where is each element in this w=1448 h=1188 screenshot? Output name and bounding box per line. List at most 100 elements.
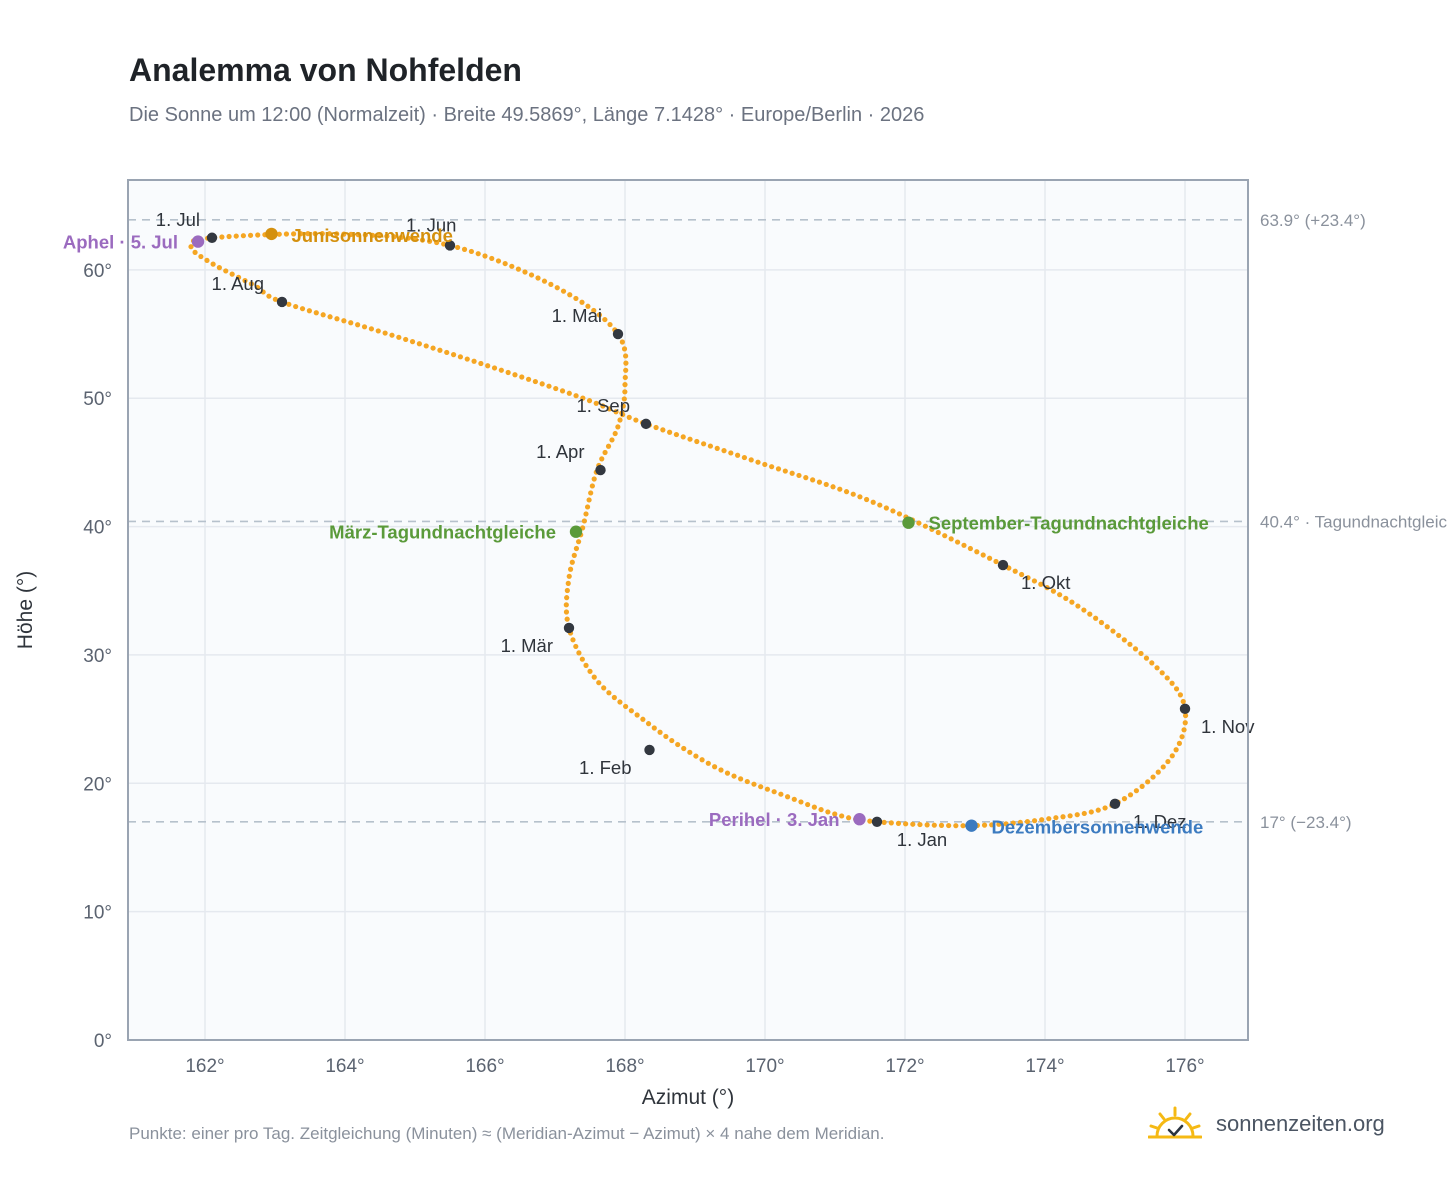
daily-dot [877, 502, 883, 508]
month-marker [644, 744, 655, 756]
x-tick-label: 172° [885, 1056, 924, 1077]
daily-dot [705, 760, 711, 766]
daily-dot [888, 820, 894, 826]
daily-dot [881, 819, 887, 825]
daily-dot [1127, 641, 1133, 647]
daily-dot [573, 295, 579, 302]
month-label: 1. Sep [577, 395, 631, 416]
daily-dot [468, 248, 474, 255]
daily-dot [553, 385, 559, 392]
daily-dot [580, 395, 586, 401]
daily-dot [515, 266, 522, 272]
daily-dot [1063, 595, 1069, 601]
daily-dot [622, 374, 628, 381]
daily-dot [1081, 607, 1087, 613]
daily-dot [960, 823, 966, 829]
daily-dot [1046, 816, 1052, 822]
y-tick-label: 30° [83, 646, 112, 667]
daily-dot [798, 799, 804, 805]
daily-dot [563, 602, 569, 608]
daily-dot [495, 258, 502, 264]
daily-dot [1025, 575, 1031, 581]
daily-dot [1180, 698, 1186, 705]
daily-dot [535, 275, 541, 281]
daily-dot [579, 656, 585, 662]
month-label: 1. Feb [579, 757, 631, 778]
daily-dot [299, 306, 306, 312]
daily-dot [430, 345, 436, 351]
daily-dot [255, 232, 261, 238]
daily-dot [1031, 578, 1038, 584]
daily-dot [306, 308, 312, 314]
daily-dot [1088, 809, 1094, 815]
daily-dot [539, 381, 545, 387]
daily-dot [699, 757, 705, 763]
chart-title: Analemma von Nohfelden [129, 52, 522, 88]
daily-dot [583, 511, 589, 517]
daily-dot [1031, 818, 1038, 824]
daily-dot [609, 437, 615, 443]
daily-dot [600, 403, 606, 409]
daily-dot [1074, 812, 1080, 818]
daily-dot [457, 354, 464, 360]
daily-dot [1019, 571, 1025, 578]
daily-dot [586, 497, 592, 503]
daily-dot [602, 449, 608, 456]
daily-dot [560, 288, 567, 294]
brand-logo[interactable]: sonnenzeiten.org [1148, 1104, 1385, 1144]
daily-dot [718, 767, 724, 773]
daily-dot [626, 414, 632, 420]
daily-dot [714, 445, 720, 451]
daily-dot [398, 234, 404, 241]
x-tick-label: 170° [745, 1056, 784, 1077]
month-marker [640, 418, 652, 430]
daily-dot [1003, 821, 1009, 827]
daily-dot [1127, 792, 1134, 798]
daily-dot [675, 741, 681, 748]
daily-dot [628, 708, 634, 714]
daily-dot [612, 430, 618, 437]
daily-dot [789, 470, 795, 476]
daily-dot [570, 637, 576, 643]
daily-dot [519, 374, 525, 380]
daily-dot [769, 464, 775, 470]
daily-dot [651, 725, 657, 731]
daily-dot [591, 674, 597, 680]
daily-dot [1145, 779, 1151, 785]
event-label: September-Tagundnachtgleiche [929, 513, 1209, 534]
daily-dot [1165, 758, 1171, 765]
daily-dot [216, 265, 222, 271]
daily-dot [569, 559, 575, 565]
daily-dot [567, 292, 573, 298]
daily-dot [341, 231, 347, 237]
daily-dot [823, 481, 829, 488]
daily-dot [621, 396, 627, 402]
daily-dot [368, 326, 374, 332]
daily-dot [1138, 650, 1144, 657]
daily-dot [602, 316, 608, 323]
axes: 162° 164° 166° 168° 170° 172° 174° 176° 0° 10° 20°… [14, 179, 1249, 1109]
daily-dot [1177, 692, 1183, 698]
daily-dot [1169, 753, 1175, 759]
daily-dot [599, 456, 605, 462]
daily-dot [491, 365, 498, 371]
chart-subtitle: Die Sonne um 12:00 (Normalzeit) · Breite… [129, 104, 925, 126]
daily-dot [954, 539, 961, 545]
daily-dot [1160, 764, 1166, 770]
daily-dot [620, 403, 626, 409]
daily-dot [377, 233, 383, 239]
daily-dot [1075, 603, 1081, 609]
daily-dot [948, 536, 954, 542]
daily-dot [576, 650, 582, 656]
y-tick-label: 10° [83, 903, 112, 924]
daily-dot [355, 232, 361, 238]
daily-dot [419, 237, 426, 243]
daily-dot [1087, 611, 1093, 617]
reference-line-label: 17° (−23.4°) [1260, 813, 1352, 832]
month-marker [612, 328, 624, 340]
daily-dot [564, 616, 570, 622]
daily-dot [803, 475, 809, 481]
daily-dot [680, 434, 686, 440]
daily-dot [837, 486, 843, 492]
daily-dot [326, 231, 333, 237]
